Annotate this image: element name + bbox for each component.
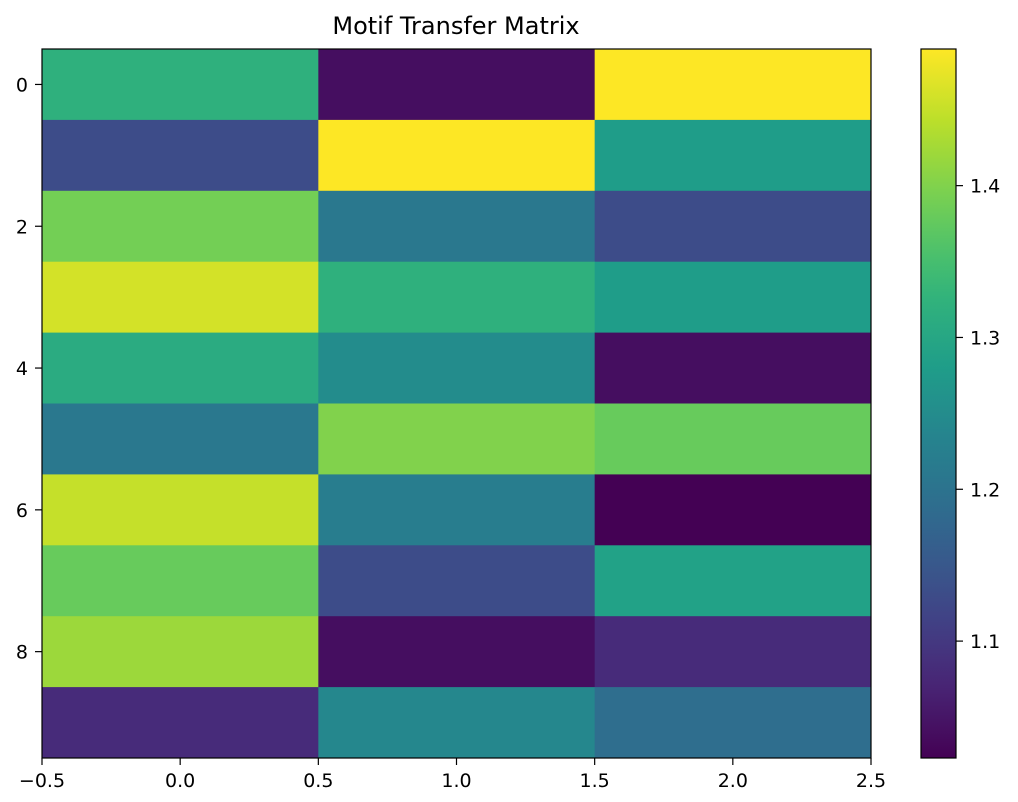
colorbar-tick-label: 1.4: [970, 176, 1000, 198]
x-tick-label: 0.0: [165, 770, 195, 792]
colorbar-axis: 1.1 1.2 1.3 1.4: [956, 176, 1000, 653]
heatmap-cell: [318, 474, 596, 546]
heatmap-cell: [594, 545, 872, 617]
heatmap-cell: [42, 403, 319, 475]
heatmap-cell: [318, 687, 596, 759]
heatmap-cell: [318, 49, 596, 121]
y-tick-label: 8: [16, 642, 28, 664]
x-tick-label: 0.5: [303, 770, 333, 792]
heatmap-cell: [318, 403, 596, 475]
x-tick-label: 2.0: [718, 770, 748, 792]
x-tick-label: 2.5: [856, 770, 886, 792]
heatmap-cell: [42, 49, 319, 121]
heatmap-cell: [42, 332, 319, 404]
colorbar: [920, 48, 957, 759]
x-axis: −0.5 0.0 0.5 1.0 1.5 2.0 2.5: [19, 758, 886, 792]
heatmap-cell: [594, 474, 872, 546]
heatmap-cell: [594, 49, 872, 121]
heatmap-cell: [42, 687, 319, 759]
heatmap-cell: [594, 403, 872, 475]
heatmap-cell: [594, 687, 872, 759]
heatmap-cell: [594, 616, 872, 688]
heatmap-cell: [42, 119, 319, 192]
heatmap-cell: [594, 332, 872, 404]
y-tick-label: 0: [16, 74, 28, 96]
colorbar-tick-label: 1.2: [970, 479, 1000, 501]
heatmap-cell: [318, 616, 596, 688]
y-tick-label: 6: [16, 500, 28, 522]
x-tick-label: −0.5: [19, 770, 65, 792]
y-tick-label: 2: [16, 216, 28, 238]
heatmap-cell: [594, 119, 872, 192]
chart-title: Motif Transfer Matrix: [332, 12, 579, 40]
y-axis: 0 2 4 6 8: [16, 74, 42, 664]
heatmap-cell: [318, 190, 596, 263]
heatmap-cell: [318, 332, 596, 404]
heatmap-cell: [318, 261, 596, 334]
colorbar-tick-label: 1.3: [970, 327, 1000, 349]
heatmap-cell: [42, 261, 319, 334]
heatmap-cell: [318, 119, 596, 192]
heatmap-cell: [42, 616, 319, 688]
heatmap-cell: [318, 545, 596, 617]
heatmap-cells: [42, 49, 872, 759]
heatmap-cell: [42, 545, 319, 617]
heatmap-cell: [42, 474, 319, 546]
x-tick-label: 1.0: [441, 770, 471, 792]
heatmap-cell: [42, 190, 319, 263]
colorbar-tick-label: 1.1: [970, 631, 1000, 653]
x-tick-label: 1.5: [580, 770, 610, 792]
heatmap-cell: [594, 261, 872, 334]
heatmap-cell: [594, 190, 872, 263]
y-tick-label: 4: [16, 358, 28, 380]
